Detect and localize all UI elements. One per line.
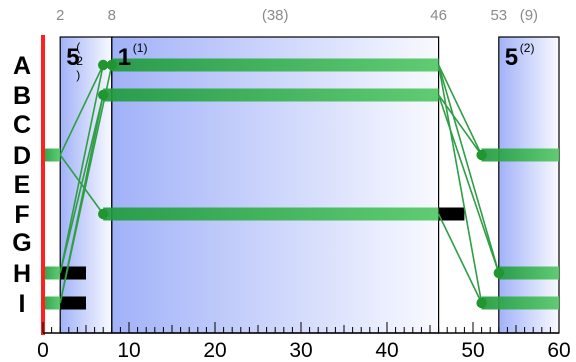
row-label-E: E (14, 171, 31, 199)
row-label-C: C (13, 111, 31, 139)
stage-sub-label: 2 (76, 54, 83, 68)
top-label: (9) (520, 7, 538, 24)
node-I (476, 297, 487, 309)
bar-D (481, 148, 559, 162)
link-layer (59, 64, 500, 304)
top-label: 2 (56, 7, 64, 24)
node-A (106, 59, 118, 71)
stage-box-fill (498, 37, 559, 333)
link-line (437, 213, 483, 304)
x-tick-label: 0 (37, 339, 49, 362)
stage-count: 1 (118, 44, 131, 71)
bar-I (481, 296, 559, 310)
x-tick-label: 10 (117, 339, 140, 362)
stage-sub-label: (1) (133, 41, 148, 55)
row-label-H: H (13, 260, 31, 288)
x-tick-label: 20 (203, 339, 226, 362)
top-label: (38) (262, 7, 289, 24)
link-line (59, 94, 104, 274)
bar-F (103, 207, 439, 221)
row-label-A: A (13, 52, 31, 80)
node-B (98, 89, 109, 101)
row-label-D: D (13, 142, 31, 170)
row-label-F: F (14, 201, 29, 229)
row-label-I: I (19, 290, 26, 318)
bar-H (43, 266, 61, 280)
bar-A (111, 58, 439, 72)
bar-I (43, 296, 61, 310)
bar-F (438, 207, 465, 221)
bar-I (60, 296, 86, 310)
bar-H (60, 266, 86, 280)
stage-sub-label: ( (76, 40, 80, 54)
stage-sub-label: ) (76, 68, 80, 82)
stage-layer (59, 36, 560, 334)
link-line (437, 94, 483, 156)
top-label: 53 (490, 7, 507, 24)
bar-B (103, 88, 439, 102)
link-line (437, 64, 500, 274)
link-line (437, 64, 483, 304)
node-H (493, 267, 504, 279)
link-line (437, 64, 483, 156)
stage-box-fill (111, 37, 439, 333)
x-tick-label: 40 (375, 339, 398, 362)
link-line (59, 64, 104, 274)
stage-count: 5 (66, 44, 79, 71)
bar-D (43, 148, 61, 162)
x-tick-label: 30 (289, 339, 312, 362)
top-label: 46 (430, 7, 447, 24)
row-label-B: B (13, 82, 31, 110)
x-tick-label: 60 (547, 339, 570, 362)
row-label-G: G (12, 229, 31, 257)
start-marker (41, 35, 45, 335)
node-F (98, 208, 109, 220)
link-line (437, 94, 500, 274)
top-label: 8 (108, 7, 116, 24)
bar-H (498, 266, 559, 280)
node-A (98, 59, 109, 71)
node-layer (98, 59, 504, 309)
x-tick-label: 50 (461, 339, 484, 362)
stage-count: 5 (505, 44, 518, 71)
node-D (476, 149, 487, 161)
axis-layer: 0 10 20 30 40 50 60 (37, 35, 571, 362)
link-line (59, 94, 104, 304)
stage-sub-label: (2) (520, 41, 535, 55)
link-line (59, 64, 104, 156)
